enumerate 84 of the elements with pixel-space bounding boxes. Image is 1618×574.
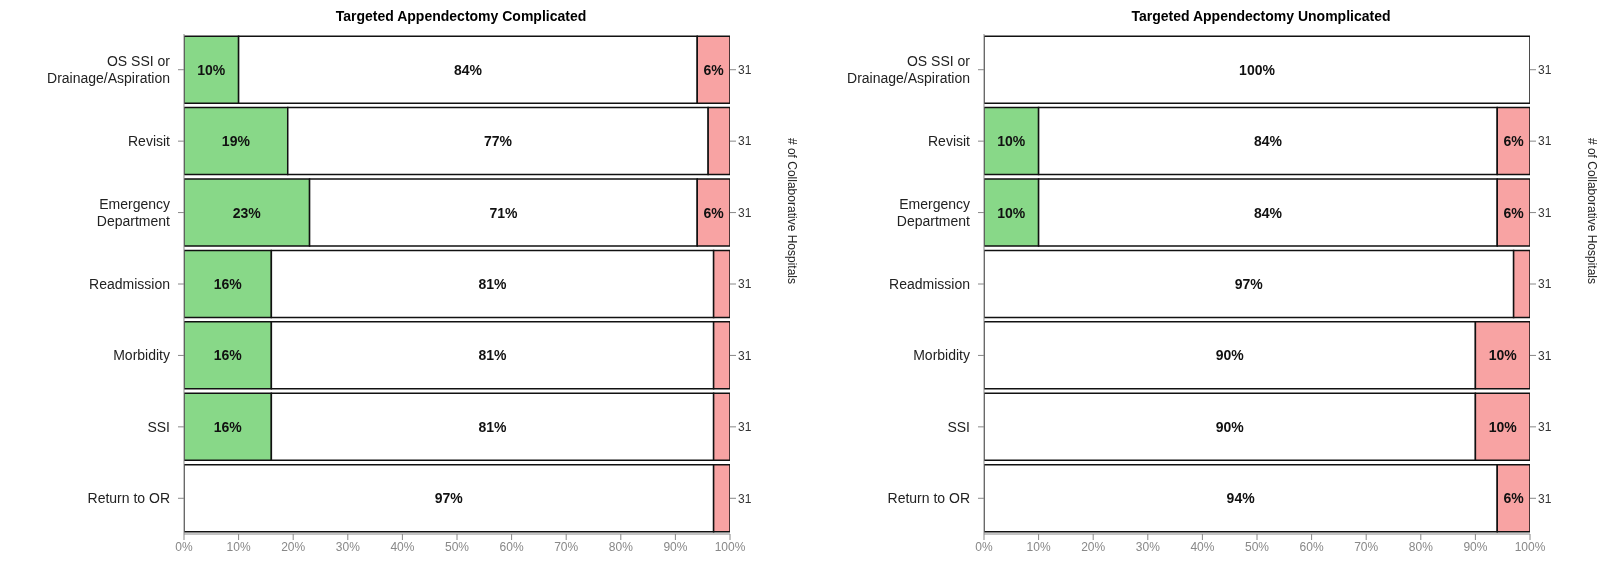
y-tick-label: Emergency Department xyxy=(896,196,971,230)
y2-tick-label: 31 xyxy=(738,134,752,149)
data-label: 84% xyxy=(453,61,483,78)
data-label: 84% xyxy=(1253,133,1283,150)
x-tick-label: 10% xyxy=(226,539,251,554)
x-tick-label: 40% xyxy=(390,539,415,554)
x-tick-label: 30% xyxy=(335,539,361,554)
y-tick-label: Readmission xyxy=(889,276,970,292)
x-tick-label: 100% xyxy=(1514,539,1546,554)
y2-tick-label: 31 xyxy=(1538,62,1552,77)
y-tick-label: Morbidity xyxy=(113,347,170,364)
y2-tick-label: 31 xyxy=(738,348,752,363)
data-label: 90% xyxy=(1215,418,1245,435)
y-tick-label: Readmission xyxy=(89,276,170,292)
y2-tick-label: 31 xyxy=(738,277,752,292)
data-label: 16% xyxy=(213,347,243,364)
y-tick-label: Revisit xyxy=(927,133,971,150)
x-tick-label: 80% xyxy=(1408,539,1434,554)
x-tick-label: 90% xyxy=(663,539,688,554)
data-label: 16% xyxy=(213,418,243,435)
y2-tick-label: 31 xyxy=(738,62,752,77)
data-label: 97% xyxy=(1234,275,1264,292)
chart-title: Targeted Appendectomy Complicated xyxy=(334,8,588,26)
y-tick-label: Revisit xyxy=(127,133,171,150)
x-tick-label: 20% xyxy=(1081,539,1106,554)
x-tick-label: 70% xyxy=(554,539,579,554)
y2-tick-label: 31 xyxy=(1538,134,1552,149)
data-label: 10% xyxy=(1488,418,1518,435)
x-tick-label: 90% xyxy=(1463,539,1488,554)
data-label: 90% xyxy=(1215,347,1245,364)
data-label: 10% xyxy=(997,133,1026,150)
x-tick-label: 100% xyxy=(714,539,746,554)
x-tick-label: 30% xyxy=(1135,539,1161,554)
y-tick-label: SSI xyxy=(947,418,970,435)
y2-tick-label: 31 xyxy=(1538,491,1552,506)
data-label: 6% xyxy=(1503,490,1525,507)
x-tick-label: 50% xyxy=(1244,539,1270,554)
data-label: 71% xyxy=(489,204,518,221)
data-label: 19% xyxy=(221,133,251,150)
y2-tick-label: 31 xyxy=(1538,348,1552,363)
x-tick-label: 40% xyxy=(1190,539,1215,554)
y2-axis-title: # of Collaborative Hospitals xyxy=(784,137,799,284)
x-tick-label: 0% xyxy=(975,539,993,554)
data-label: 81% xyxy=(478,275,508,292)
data-label: 6% xyxy=(703,204,725,221)
data-label: 94% xyxy=(1226,490,1256,507)
y-tick-label: Morbidity xyxy=(913,347,970,364)
y2-tick-label: 31 xyxy=(738,205,752,220)
data-label: 81% xyxy=(478,418,508,435)
x-tick-label: 80% xyxy=(608,539,634,554)
x-tick-label: 10% xyxy=(1026,539,1051,554)
chart-title: Targeted Appendectomy Unomplicated xyxy=(1130,8,1392,26)
y2-tick-label: 31 xyxy=(738,491,752,506)
data-label: 77% xyxy=(483,133,513,150)
data-label: 97% xyxy=(434,490,464,507)
data-label: 10% xyxy=(997,204,1026,221)
data-label: 84% xyxy=(1253,204,1283,221)
data-label: 6% xyxy=(703,61,725,78)
data-label: 81% xyxy=(478,347,508,364)
data-label: 23% xyxy=(232,204,262,221)
y2-tick-label: 31 xyxy=(738,420,752,435)
y2-axis-title: # of Collaborative Hospitals xyxy=(1584,137,1599,284)
data-label: 6% xyxy=(1503,133,1525,150)
y2-tick-label: 31 xyxy=(1538,420,1552,435)
y2-tick-label: 31 xyxy=(1538,277,1552,292)
y-tick-label: OS SSI or Drainage/Aspiration xyxy=(847,53,971,87)
y-tick-label: OS SSI or Drainage/Aspiration xyxy=(47,53,171,87)
bar xyxy=(984,35,1530,104)
y-tick-label: Return to OR xyxy=(887,490,970,507)
x-tick-label: 50% xyxy=(444,539,470,554)
y2-tick-label: 31 xyxy=(1538,205,1552,220)
x-tick-label: 0% xyxy=(175,539,193,554)
y-tick-label: Emergency Department xyxy=(96,196,171,230)
x-tick-label: 60% xyxy=(499,539,524,554)
data-label: 10% xyxy=(197,61,226,78)
data-label: 100% xyxy=(1239,61,1276,78)
x-tick-label: 20% xyxy=(281,539,306,554)
y-tick-label: SSI xyxy=(147,418,170,435)
data-label: 16% xyxy=(213,275,243,292)
y-tick-label: Return to OR xyxy=(87,490,170,507)
data-label: 10% xyxy=(1488,347,1518,364)
x-tick-label: 70% xyxy=(1354,539,1379,554)
data-label: 6% xyxy=(1503,204,1525,221)
x-tick-label: 60% xyxy=(1299,539,1324,554)
